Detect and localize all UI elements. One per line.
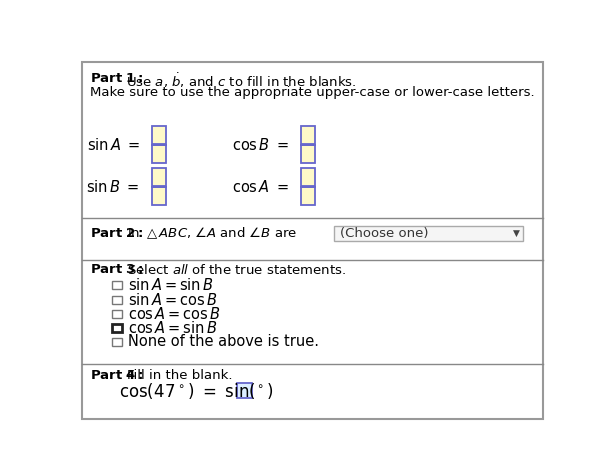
FancyBboxPatch shape [152, 168, 165, 186]
Text: Fill in the blank.: Fill in the blank. [127, 368, 232, 382]
Text: $\mathbf{Part\ 4:}$: $\mathbf{Part\ 4:}$ [90, 368, 144, 382]
Bar [334, 226, 523, 240]
Text: $\mathbf{Part\ 1:}$: $\mathbf{Part\ 1:}$ [90, 72, 144, 85]
Text: $\sin A = \cos B$: $\sin A = \cos B$ [127, 292, 217, 308]
FancyBboxPatch shape [82, 61, 544, 419]
Bar [112, 281, 122, 289]
FancyBboxPatch shape [152, 126, 165, 144]
Text: $^\circ)$: $^\circ)$ [254, 381, 274, 401]
Text: $\sin A = \sin B$: $\sin A = \sin B$ [127, 277, 214, 293]
Text: $\cos(47^\circ)\ =\ \sin($: $\cos(47^\circ)\ =\ \sin($ [119, 381, 256, 401]
Text: ▼: ▼ [513, 229, 520, 238]
Text: Select $\mathit{all}$ of the true statements.: Select $\mathit{all}$ of the true statem… [127, 263, 346, 277]
Text: $\sin B\ =$: $\sin B\ =$ [87, 179, 140, 195]
Text: $\cos A\ =$: $\cos A\ =$ [232, 179, 289, 195]
Bar [112, 310, 122, 318]
Bar [112, 324, 122, 332]
FancyBboxPatch shape [301, 126, 315, 144]
Text: $\mathbf{Part\ 2:}$: $\mathbf{Part\ 2:}$ [90, 227, 144, 240]
Bar [112, 296, 122, 304]
Text: $\mathbf{Part\ 3:}$: $\mathbf{Part\ 3:}$ [90, 263, 144, 276]
FancyBboxPatch shape [152, 187, 165, 205]
Text: $\cos A = \cos B$: $\cos A = \cos B$ [127, 306, 221, 322]
Bar [112, 338, 122, 346]
FancyBboxPatch shape [301, 168, 315, 186]
FancyBboxPatch shape [152, 145, 165, 163]
FancyBboxPatch shape [301, 187, 315, 205]
Text: $\cos A = \sin B$: $\cos A = \sin B$ [127, 320, 217, 336]
FancyBboxPatch shape [301, 145, 315, 163]
Text: (Choose one): (Choose one) [340, 227, 428, 240]
Text: Make sure to use the appropriate upper-case or lower-case letters.: Make sure to use the appropriate upper-c… [90, 86, 535, 99]
Text: In $\triangle ABC$, $\angle A$ and $\angle B$ are: In $\triangle ABC$, $\angle A$ and $\ang… [127, 226, 297, 241]
Text: None of the above is true.: None of the above is true. [127, 335, 319, 349]
Text: $\sin A\ =$: $\sin A\ =$ [87, 137, 140, 153]
Bar [237, 383, 252, 398]
Text: Use $\mathit{a}$, $\mathit{\dot{b}}$, and $\mathit{c}$ to fill in the blanks.: Use $\mathit{a}$, $\mathit{\dot{b}}$, an… [126, 72, 356, 90]
Text: $\cos B\ =$: $\cos B\ =$ [232, 137, 289, 153]
